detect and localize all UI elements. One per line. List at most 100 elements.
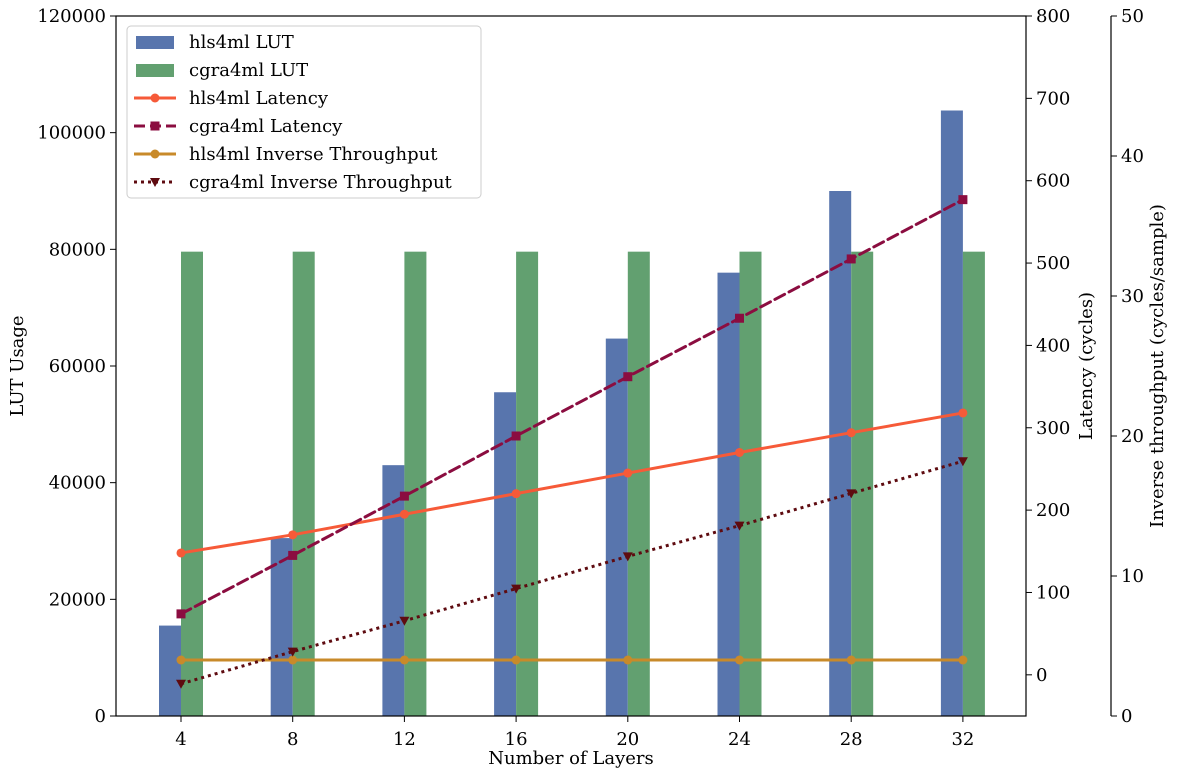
x-tick-label: 28	[840, 729, 863, 750]
x-tick-label: 16	[505, 729, 528, 750]
point-cgra4ml-latency-20	[623, 372, 633, 382]
latency-tick-label: 400	[1036, 335, 1070, 356]
legend-label-hls4ml-latency: hls4ml Latency	[189, 88, 329, 109]
bar-hls4ml-lut-8	[270, 538, 293, 716]
left-axis-label: LUT Usage	[7, 315, 28, 416]
latency-tick-label: 200	[1036, 500, 1070, 521]
line-cgra4ml-latency	[179, 198, 965, 616]
legend-box	[126, 25, 482, 199]
left-tick-label: 40000	[49, 473, 106, 494]
point-hls4ml-inverse-throughput-24	[735, 655, 744, 665]
bars-layer	[159, 110, 985, 716]
point-hls4ml-latency-32	[958, 408, 968, 418]
inverse-throughput-axis-label: Inverse throughput (cycles/sample)	[1147, 204, 1168, 528]
legend-marker-cgra4ml-inverse-throughput	[150, 178, 160, 187]
point-cgra4ml-latency-16	[511, 431, 521, 441]
legend-marker-hls4ml-latency	[150, 93, 160, 103]
bar-cgra4ml-lut-8	[292, 251, 315, 716]
point-cgra4ml-latency-24	[735, 313, 744, 323]
legend-label-cgra4ml-inverse-throughput: cgra4ml Inverse Throughput	[189, 172, 453, 193]
legend-marker-hls4ml-inverse-throughput	[150, 149, 160, 159]
latency-tick-label: 300	[1036, 418, 1070, 439]
latency-axis-label: Latency (cycles)	[1076, 292, 1097, 440]
x-tick-label: 4	[175, 729, 186, 750]
left-tick-label: 120000	[37, 6, 106, 27]
legend-label-hls4ml-inverse-throughput: hls4ml Inverse Throughput	[189, 144, 438, 165]
x-axis-label: Number of Layers	[488, 748, 653, 769]
point-hls4ml-latency-20	[623, 468, 633, 478]
inverse-throughput-tick-label: 40	[1121, 146, 1144, 167]
bar-cgra4ml-lut-32	[962, 251, 985, 716]
point-hls4ml-inverse-throughput-20	[623, 655, 633, 665]
point-hls4ml-latency-16	[511, 489, 521, 499]
bar-hls4ml-lut-12	[382, 465, 405, 716]
lines-layer	[176, 195, 968, 689]
legend-label-cgra4ml-lut: cgra4ml LUT	[189, 60, 308, 81]
bar-hls4ml-lut-28	[829, 191, 852, 716]
left-tick-label: 60000	[49, 356, 106, 377]
x-tick-label: 20	[616, 729, 639, 750]
legend-swatch-cgra4ml-lut	[136, 64, 174, 77]
left-tick-label: 20000	[49, 589, 106, 610]
bar-cgra4ml-lut-20	[627, 251, 650, 716]
point-cgra4ml-inverse-throughput-24	[734, 521, 745, 531]
point-cgra4ml-inverse-throughput-12	[399, 616, 410, 626]
point-hls4ml-inverse-throughput-16	[511, 655, 521, 665]
bar-cgra4ml-lut-4	[181, 251, 203, 716]
point-hls4ml-inverse-throughput-8	[288, 655, 298, 665]
point-hls4ml-inverse-throughput-12	[399, 655, 409, 665]
point-hls4ml-inverse-throughput-4	[176, 655, 186, 665]
point-hls4ml-inverse-throughput-32	[958, 655, 968, 665]
inverse-throughput-y-axis: 0 10 20 30 40 50	[1110, 6, 1144, 727]
point-cgra4ml-latency-12	[399, 491, 409, 501]
left-y-axis: 0 20000 40000 60000 80000 100000 120000	[37, 6, 116, 727]
inverse-throughput-tick-label: 10	[1121, 566, 1144, 587]
point-cgra4ml-inverse-throughput-20	[622, 552, 633, 562]
inverse-throughput-tick-label: 50	[1121, 6, 1144, 27]
point-cgra4ml-latency-8	[288, 550, 298, 560]
x-tick-label: 32	[951, 729, 974, 750]
point-cgra4ml-inverse-throughput-28	[846, 489, 857, 499]
point-cgra4ml-latency-4	[176, 609, 186, 619]
legend-label-cgra4ml-latency: cgra4ml Latency	[189, 116, 343, 137]
latency-tick-label: 100	[1036, 582, 1070, 603]
left-tick-label: 80000	[49, 239, 106, 260]
bar-cgra4ml-lut-28	[851, 251, 874, 716]
inverse-throughput-tick-label: 30	[1121, 286, 1144, 307]
point-cgra4ml-inverse-throughput-16	[511, 584, 522, 594]
bar-hls4ml-lut-20	[605, 338, 628, 716]
point-cgra4ml-latency-28	[846, 254, 856, 264]
latency-tick-label: 500	[1036, 253, 1070, 274]
latency-y-axis: 0 100 200 300 400 500 600 700 800	[1026, 6, 1070, 686]
line-hls4ml-latency	[179, 411, 965, 555]
bar-hls4ml-lut-32	[940, 110, 963, 716]
legend-label-hls4ml-lut: hls4ml LUT	[189, 32, 294, 53]
point-hls4ml-latency-8	[288, 530, 298, 540]
bar-cgra4ml-lut-16	[516, 251, 539, 716]
bar-cgra4ml-lut-24	[739, 251, 762, 716]
x-tick-label: 8	[287, 729, 298, 750]
bar-cgra4ml-lut-12	[404, 251, 427, 716]
latency-tick-label: 600	[1036, 171, 1070, 192]
point-hls4ml-latency-4	[176, 548, 186, 558]
line-cgra4ml-inverse-throughput	[180, 459, 964, 686]
latency-tick-label: 0	[1036, 665, 1047, 686]
bar-hls4ml-lut-16	[494, 392, 517, 716]
legend-swatch-hls4ml-lut	[136, 36, 174, 49]
bar-hls4ml-lut-4	[159, 625, 181, 716]
point-cgra4ml-inverse-throughput-4	[176, 679, 186, 689]
legend: hls4ml LUT cgra4ml LUT hls4ml Latency cgra4…	[126, 25, 482, 199]
x-tick-label: 12	[393, 729, 416, 750]
legend-marker-cgra4ml-latency	[150, 121, 160, 131]
latency-tick-label: 800	[1036, 6, 1070, 27]
inverse-throughput-tick-label: 0	[1121, 706, 1132, 727]
point-cgra4ml-inverse-throughput-32	[957, 457, 968, 467]
point-cgra4ml-latency-32	[958, 195, 968, 205]
point-cgra4ml-inverse-throughput-8	[287, 647, 298, 657]
left-tick-label: 0	[95, 706, 106, 727]
inverse-throughput-tick-label: 20	[1121, 426, 1144, 447]
x-axis: 4 8 12 16 20 24 28 32	[175, 716, 974, 750]
point-hls4ml-latency-12	[399, 509, 409, 519]
point-hls4ml-latency-24	[735, 447, 744, 457]
